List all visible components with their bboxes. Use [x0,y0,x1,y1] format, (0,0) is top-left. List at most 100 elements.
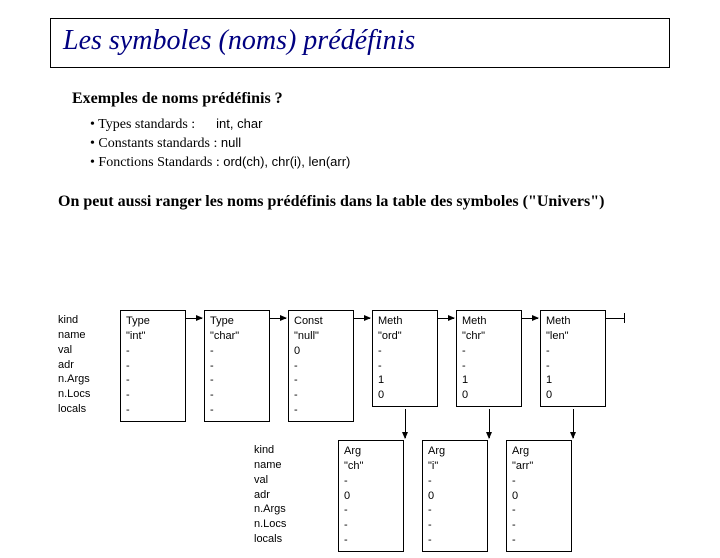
symbol-field: 0 [546,388,600,403]
bullet-value: int, char [216,116,262,131]
symbol-field: "char" [210,329,264,344]
symbol-field: 0 [462,388,516,403]
field-label: locals [254,532,304,547]
locals-arrow-icon [489,409,490,438]
subheading-examples: Exemples de noms prédéfinis ? [72,90,720,108]
symbol-field: - [294,373,348,388]
symbol-field: "null" [294,329,348,344]
symbol-field: - [126,373,180,388]
symbol-field: - [344,533,398,548]
symbol-field: - [126,388,180,403]
field-label: n.Args [58,372,108,387]
field-label: n.Locs [58,387,108,402]
locals-arrow-icon [405,409,406,438]
field-label: n.Args [254,502,304,517]
symbol-field: "chr" [462,329,516,344]
symbol-field: - [210,403,264,418]
bullet-value: ord(ch), chr(i), len(arr) [223,154,350,169]
next-arrow-icon [270,318,286,319]
symbol-field: "ch" [344,459,398,474]
symbol-field: 0 [428,489,482,504]
next-arrow-icon [438,318,454,319]
symbol-field: 0 [294,344,348,359]
symbol-field: - [210,344,264,359]
field-label: adr [254,488,304,503]
symbol-field: - [512,503,566,518]
bullet-row: Constants standards : null [90,135,720,152]
next-arrow-icon [186,318,202,319]
bullet-list: Types standards : int, char Constants st… [90,116,720,171]
symbol-field: "len" [546,329,600,344]
bullet-label: Constants standards : [90,136,217,151]
field-label: val [254,473,304,488]
symbol-field: Arg [512,444,566,459]
field-label: kind [58,313,108,328]
symbol-field: Type [126,314,180,329]
symbol-field: - [512,518,566,533]
arg-box: Arg"arr"-0--- [506,440,572,552]
symbol-field: Meth [378,314,432,329]
field-label: n.Locs [254,517,304,532]
symbol-box: Type"char"----- [204,310,270,422]
symbol-field: Const [294,314,348,329]
field-label: locals [58,402,108,417]
symbol-field: 0 [512,489,566,504]
symbol-field: Type [210,314,264,329]
symbol-field: "arr" [512,459,566,474]
field-labels-bottom: kindnamevaladrn.Argsn.Locslocals [254,443,304,547]
symbol-field: - [126,344,180,359]
symbol-field: Arg [428,444,482,459]
symbol-field: 0 [378,388,432,403]
symbol-field: - [378,344,432,359]
symbol-field: - [462,344,516,359]
symbol-box: Const"null"0---- [288,310,354,422]
symbol-field: "i" [428,459,482,474]
symbol-field: - [378,359,432,374]
field-labels-top: kindnamevaladrn.Argsn.Locslocals [58,313,108,417]
symbol-field: 0 [344,489,398,504]
symbol-field: - [294,359,348,374]
list-end-bar-icon [624,313,625,323]
symbol-field: - [428,503,482,518]
symbol-field: 1 [462,373,516,388]
next-arrow-icon [522,318,538,319]
bullet-label: Types standards : [90,117,195,132]
symbol-field: - [428,474,482,489]
symbol-field: - [210,359,264,374]
field-label: adr [58,358,108,373]
symbol-field: 1 [546,373,600,388]
symbol-field: - [294,403,348,418]
bullet-value: null [221,135,241,150]
symbol-field: - [210,388,264,403]
symbol-box: Type"int"----- [120,310,186,422]
symbol-field: - [344,518,398,533]
symbol-field: Meth [462,314,516,329]
symbol-field: Meth [546,314,600,329]
symbol-box: Meth"ord"--10 [372,310,438,407]
page-title: Les symboles (noms) prédéfinis [63,25,657,57]
field-label: name [58,328,108,343]
symbol-field: - [546,359,600,374]
field-label: kind [254,443,304,458]
symbol-field: Arg [344,444,398,459]
symbol-field: - [344,474,398,489]
list-end-stub [606,318,624,319]
symbol-box: Meth"chr"--10 [456,310,522,407]
symbol-field: - [126,403,180,418]
symbol-box: Meth"len"--10 [540,310,606,407]
symbol-field: - [294,388,348,403]
bullet-row: Types standards : int, char [90,116,720,133]
subheading-univers: On peut aussi ranger les noms prédéfinis… [58,193,720,211]
arg-box: Arg"ch"-0--- [338,440,404,552]
bullet-label: Fonctions Standards : [90,155,220,170]
bullet-row: Fonctions Standards : ord(ch), chr(i), l… [90,154,720,171]
symbol-field: - [126,359,180,374]
symbol-field: "int" [126,329,180,344]
field-label: val [58,343,108,358]
symbol-field: - [462,359,516,374]
symbol-field: 1 [378,373,432,388]
symbol-field: - [210,373,264,388]
symbol-field: "ord" [378,329,432,344]
locals-arrow-icon [573,409,574,438]
symbol-field: - [344,503,398,518]
